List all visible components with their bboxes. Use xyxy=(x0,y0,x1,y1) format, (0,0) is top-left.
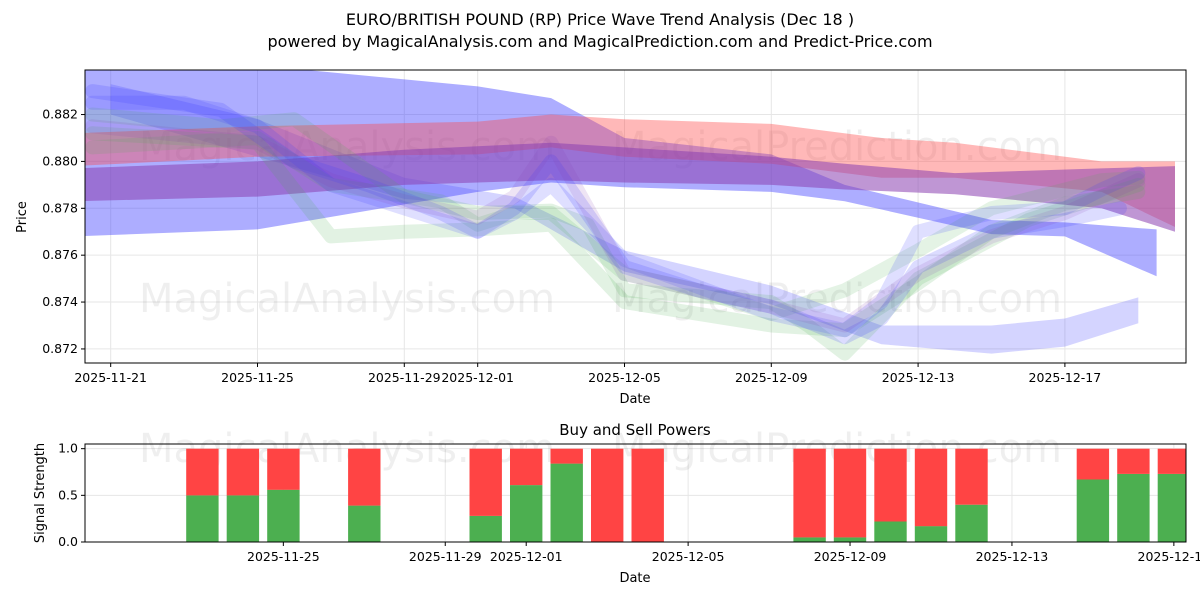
power-xtick-label: 2025-12-05 xyxy=(652,549,725,564)
buy-bar xyxy=(1117,473,1150,542)
price-xtick-label: 2025-12-09 xyxy=(735,370,808,385)
price-ytick-label: 0.874 xyxy=(42,294,78,309)
sell-bar xyxy=(793,448,826,538)
power-ticks: 0.0 0.5 1.0 2025-11-25 2025-11-29 2025-12-01 2… xyxy=(58,441,1200,564)
sell-bar xyxy=(631,448,664,542)
price-ytick-label: 0.880 xyxy=(42,153,78,168)
buy-bar xyxy=(469,515,502,542)
sell-bar xyxy=(510,448,543,486)
sell-bar xyxy=(267,448,300,490)
price-wave-line-3 xyxy=(85,131,1146,321)
power-chart: Buy and Sell Powers MagicalAnalysis.com … xyxy=(33,421,1200,586)
buy-bar xyxy=(1076,479,1110,542)
power-chart-title: Buy and Sell Powers xyxy=(559,421,711,439)
power-ytick-label: 0.5 xyxy=(58,487,78,502)
price-xtick-label: 2025-11-25 xyxy=(221,370,294,385)
price-x-label: Date xyxy=(619,392,650,407)
buy-bar xyxy=(510,485,543,542)
power-xtick-label: 2025-12-13 xyxy=(976,549,1049,564)
sell-bar xyxy=(874,448,907,522)
price-band-blue-wide-lower xyxy=(110,84,1139,354)
buy-bar xyxy=(793,537,826,542)
buy-bar xyxy=(226,495,260,542)
buy-bar xyxy=(550,463,583,542)
sell-bar xyxy=(591,448,624,542)
price-xtick-label: 2025-11-29 xyxy=(368,370,441,385)
price-ytick-label: 0.876 xyxy=(42,247,78,262)
price-wave-line-5 xyxy=(85,84,1127,345)
price-series xyxy=(85,70,1175,361)
price-xtick-label: 2025-12-17 xyxy=(1029,370,1102,385)
buy-bar xyxy=(914,526,948,542)
sell-bar xyxy=(1157,448,1186,474)
buy-bar xyxy=(1157,473,1186,542)
price-ytick-label: 0.872 xyxy=(42,341,78,356)
price-xtick-label: 2025-12-13 xyxy=(882,370,955,385)
power-bars xyxy=(186,448,1186,542)
sell-bar xyxy=(550,448,583,464)
buy-bar xyxy=(186,495,219,542)
price-xtick-label: 2025-11-21 xyxy=(74,370,147,385)
sell-bar xyxy=(955,448,988,505)
power-xtick-label: 2025-12-17 xyxy=(1138,549,1200,564)
price-xtick-label: 2025-12-05 xyxy=(588,370,661,385)
price-y-label: Price xyxy=(15,201,30,233)
price-chart: MagicalAnalysis.com MagicalPrediction.co… xyxy=(15,69,1187,407)
power-ytick-label: 0.0 xyxy=(58,534,78,549)
sell-bar xyxy=(186,448,219,496)
power-plot-frame xyxy=(84,443,1187,543)
sell-bar xyxy=(226,448,260,496)
price-plot-frame xyxy=(84,69,1187,364)
sell-bar xyxy=(348,448,381,506)
sell-bar xyxy=(1076,448,1110,480)
price-ytick-label: 0.878 xyxy=(42,200,78,215)
price-wave-line-6 xyxy=(85,119,1146,333)
buy-bar xyxy=(348,505,381,542)
price-ticks: 0.872 0.874 0.876 0.878 0.880 0.882 2025-11-21… xyxy=(42,107,1101,385)
price-band-red-band xyxy=(85,114,1175,227)
buy-bar xyxy=(267,489,300,542)
power-xtick-label: 2025-11-29 xyxy=(409,549,482,564)
buy-bar xyxy=(874,521,907,542)
price-wave-line-4 xyxy=(85,95,1146,338)
sell-bar xyxy=(914,448,948,527)
power-y-label: Signal Strength xyxy=(33,443,48,543)
power-x-label: Date xyxy=(619,571,650,586)
sell-bar xyxy=(469,448,502,516)
power-xtick-label: 2025-12-01 xyxy=(490,549,563,564)
chart-title: EURO/BRITISH POUND (RP) Price Wave Trend… xyxy=(346,10,854,29)
buy-bar xyxy=(955,504,988,542)
power-xtick-label: 2025-12-09 xyxy=(814,549,887,564)
price-ytick-label: 0.882 xyxy=(42,107,78,122)
watermark-prediction-2: MagicalPrediction.com xyxy=(612,276,1062,322)
watermark-analysis-2: MagicalAnalysis.com xyxy=(139,276,555,322)
power-xtick-label: 2025-11-25 xyxy=(247,549,320,564)
sell-bar xyxy=(1117,448,1150,474)
price-wave-line-1 xyxy=(85,126,1146,338)
power-ytick-label: 1.0 xyxy=(58,441,78,456)
price-xtick-label: 2025-12-01 xyxy=(441,370,514,385)
chart-subtitle: powered by MagicalAnalysis.com and Magic… xyxy=(267,32,932,51)
sell-bar xyxy=(833,448,867,538)
buy-bar xyxy=(833,537,867,542)
price-wave-line-2 xyxy=(85,107,1146,361)
price-band-purple-band xyxy=(85,142,1175,232)
